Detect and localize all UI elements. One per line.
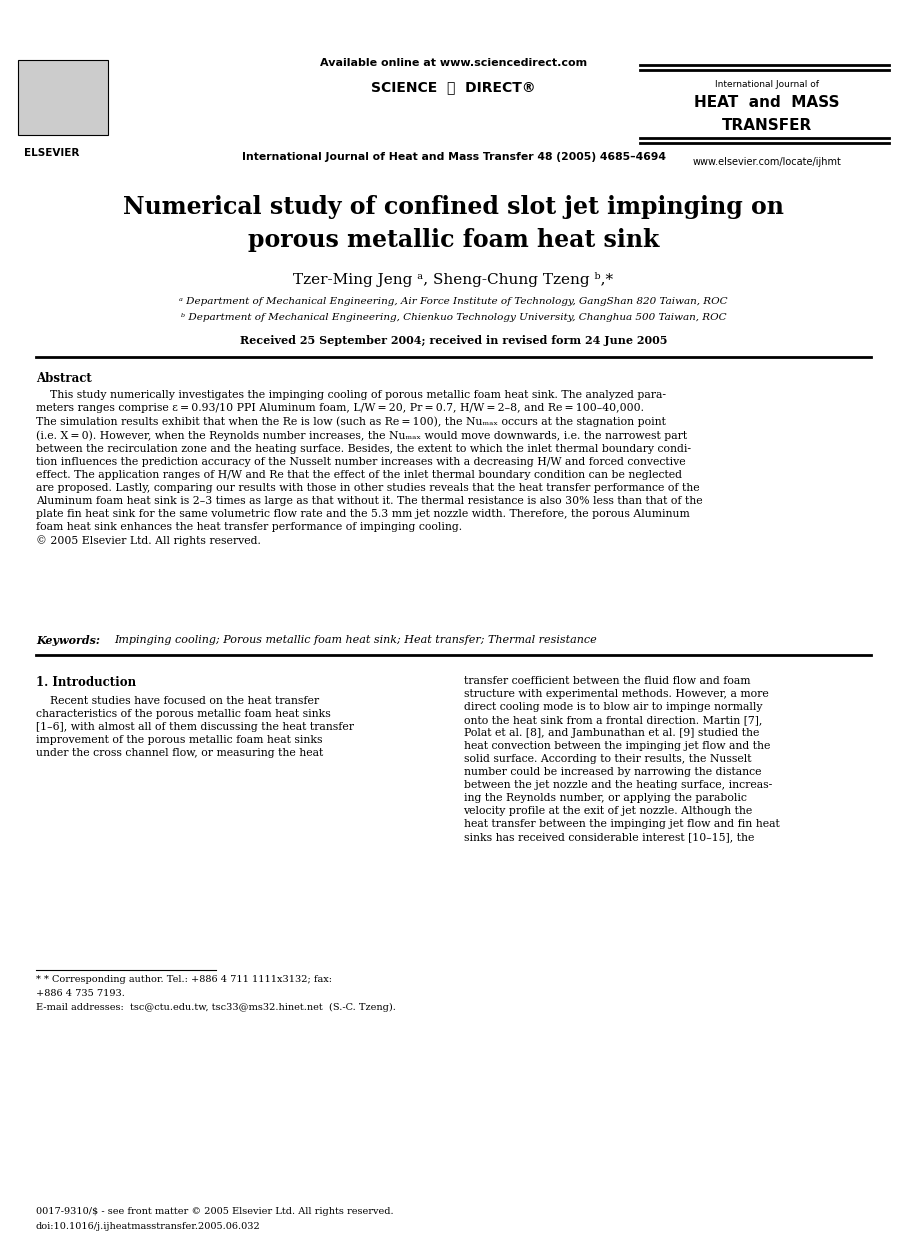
Text: ᵇ Department of Mechanical Engineering, Chienkuo Technology University, Changhua: ᵇ Department of Mechanical Engineering, … <box>180 313 727 322</box>
FancyBboxPatch shape <box>18 59 108 135</box>
Text: Impinging cooling; Porous metallic foam heat sink; Heat transfer; Thermal resist: Impinging cooling; Porous metallic foam … <box>114 635 597 645</box>
Text: ᵃ Department of Mechanical Engineering, Air Force Institute of Technology, GangS: ᵃ Department of Mechanical Engineering, … <box>180 297 727 306</box>
Text: * * Corresponding author. Tel.: +886 4 711 1111x3132; fax:: * * Corresponding author. Tel.: +886 4 7… <box>36 976 332 984</box>
Text: Numerical study of confined slot jet impinging on: Numerical study of confined slot jet imp… <box>123 196 784 219</box>
Text: Tzer-Ming Jeng ᵃ, Sheng-Chung Tzeng ᵇ,*: Tzer-Ming Jeng ᵃ, Sheng-Chung Tzeng ᵇ,* <box>294 272 613 287</box>
Text: This study numerically investigates the impinging cooling of porous metallic foa: This study numerically investigates the … <box>36 390 703 546</box>
Text: SCIENCE  ⓓ  DIRECT®: SCIENCE ⓓ DIRECT® <box>371 80 536 94</box>
Text: International Journal of Heat and Mass Transfer 48 (2005) 4685–4694: International Journal of Heat and Mass T… <box>241 152 666 162</box>
Text: TRANSFER: TRANSFER <box>722 118 812 132</box>
Text: E-mail addresses:  tsc@ctu.edu.tw, tsc33@ms32.hinet.net  (S.-C. Tzeng).: E-mail addresses: tsc@ctu.edu.tw, tsc33@… <box>36 1003 395 1013</box>
Text: Abstract: Abstract <box>36 371 92 385</box>
Text: www.elsevier.com/locate/ijhmt: www.elsevier.com/locate/ijhmt <box>693 157 842 167</box>
Text: porous metallic foam heat sink: porous metallic foam heat sink <box>248 228 659 253</box>
Text: HEAT  and  MASS: HEAT and MASS <box>694 95 840 110</box>
Text: doi:10.1016/j.ijheatmasstransfer.2005.06.032: doi:10.1016/j.ijheatmasstransfer.2005.06… <box>36 1222 260 1231</box>
Text: Available online at www.sciencedirect.com: Available online at www.sciencedirect.co… <box>320 58 587 68</box>
Text: transfer coefficient between the fluid flow and foam
structure with experimental: transfer coefficient between the fluid f… <box>463 676 779 843</box>
Text: +886 4 735 7193.: +886 4 735 7193. <box>36 989 125 998</box>
Text: Recent studies have focused on the heat transfer
characteristics of the porous m: Recent studies have focused on the heat … <box>36 696 354 758</box>
Text: Received 25 September 2004; received in revised form 24 June 2005: Received 25 September 2004; received in … <box>239 335 668 347</box>
Text: 0017-9310/$ - see front matter © 2005 Elsevier Ltd. All rights reserved.: 0017-9310/$ - see front matter © 2005 El… <box>36 1207 394 1216</box>
Text: 1. Introduction: 1. Introduction <box>36 676 136 690</box>
Text: International Journal of: International Journal of <box>715 80 819 89</box>
Text: Keywords:: Keywords: <box>36 635 100 646</box>
Text: ELSEVIER: ELSEVIER <box>24 149 80 158</box>
